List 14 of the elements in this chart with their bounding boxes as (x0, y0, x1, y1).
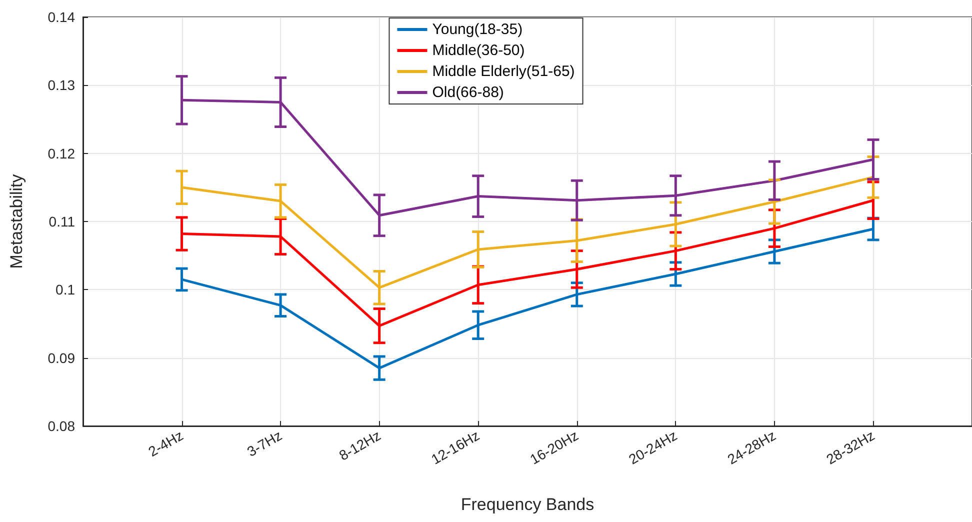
legend-label: Old(66-88) (432, 84, 504, 101)
x-axis-title: Frequency Bands (460, 495, 594, 514)
y-axis-title: Metastability (7, 174, 26, 269)
y-tick-label: 0.12 (48, 145, 76, 162)
y-tick-label: 0.13 (48, 77, 76, 94)
y-tick-label: 0.08 (48, 418, 76, 434)
y-tick-label: 0.11 (48, 214, 76, 230)
y-tick-label: 0.09 (48, 350, 76, 366)
legend-label: Middle(36-50) (432, 42, 525, 59)
x-tick-label: 3-7Hz (244, 427, 285, 460)
y-tick-label: 0.14 (48, 9, 76, 25)
y-tick-label: 0.1 (56, 282, 76, 298)
legend-label: Young(18-35) (432, 21, 523, 38)
legend-label: Middle Elderly(51-65) (432, 63, 575, 80)
